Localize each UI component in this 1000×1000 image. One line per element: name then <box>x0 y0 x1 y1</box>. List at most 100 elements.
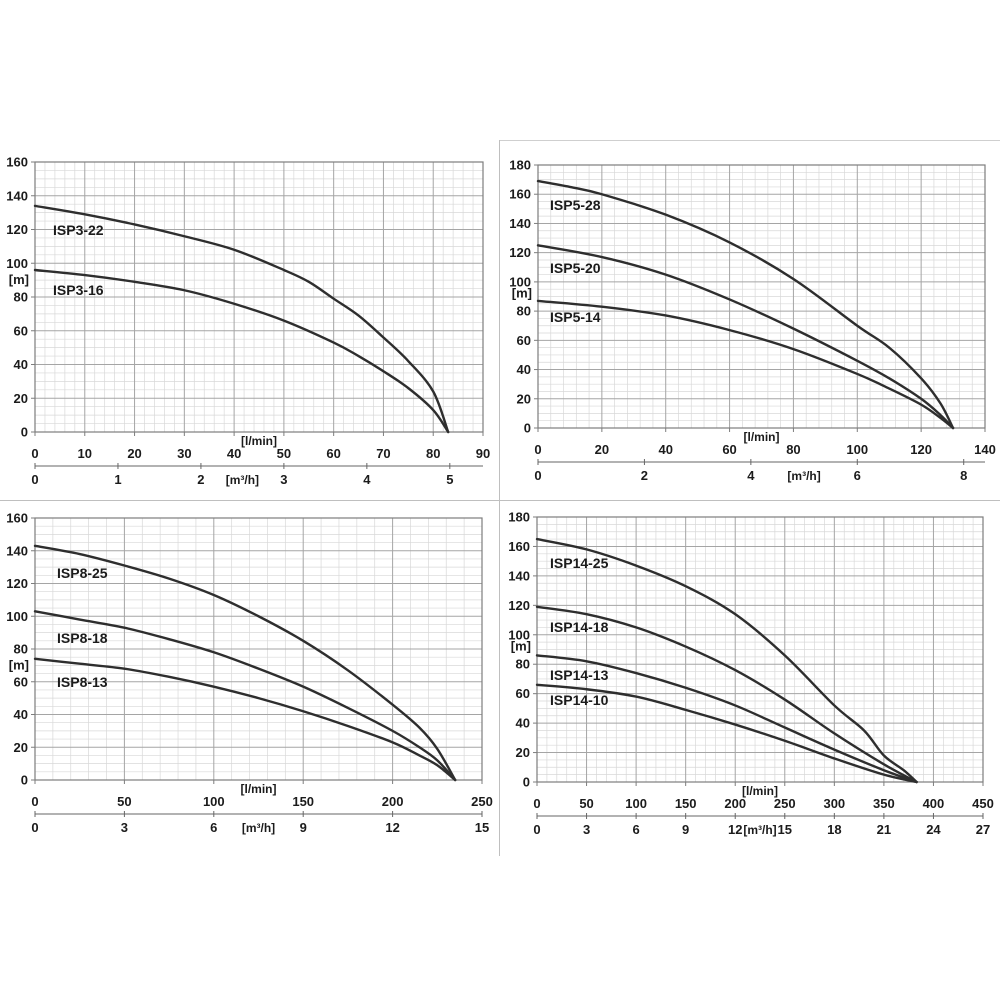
y-tick-label: 0 <box>524 421 531 436</box>
x-axis-lmin: 0 10 20 30 40 50 60 70 80 90 [l/min] <box>31 432 490 461</box>
x-axis-lmin-unit: [l/min] <box>241 782 277 796</box>
curve-label-ISP8-18: ISP8-18 <box>57 630 108 646</box>
curve-ISP8-13 <box>33 657 457 782</box>
curve-label-ISP14-13: ISP14-13 <box>550 667 609 683</box>
x-tick-label: 0 <box>534 442 541 457</box>
curve-ISP3-16 <box>33 268 450 434</box>
x-axis-m3h-unit: [m³/h] <box>743 823 776 837</box>
curve-label-ISP5-14: ISP5-14 <box>550 309 601 325</box>
y-axis-unit: [m] <box>511 639 531 654</box>
y-axis-unit: [m] <box>9 657 29 672</box>
chart-isp5: 0 20 40 60 80 100 120 140 160 180 [m] 0 20 40 60 80 100 1… <box>500 140 1000 500</box>
x-tick-label: 60 <box>326 446 340 461</box>
x-tick-label: 100 <box>203 794 225 809</box>
m3h-tick-label: 3 <box>583 822 590 837</box>
y-tick-label: 160 <box>509 187 531 202</box>
x-axis-lmin-unit: [l/min] <box>744 430 780 444</box>
curve-ISP14-10 <box>535 683 918 784</box>
m3h-tick-label: 2 <box>641 468 648 483</box>
m3h-tick-label: 8 <box>960 468 967 483</box>
x-axis-lmin-unit: [l/min] <box>742 784 778 798</box>
m3h-tick-label: 0 <box>31 820 38 835</box>
x-tick-label: 250 <box>774 796 796 811</box>
x-axis-lmin: 0 50 100 150 200 250 300 350 400 450 [l/min] <box>533 782 994 811</box>
x-tick-label: 140 <box>974 442 996 457</box>
m3h-tick-label: 18 <box>827 822 841 837</box>
x-tick-label: 0 <box>31 446 38 461</box>
curve-ISP5-20 <box>536 244 955 430</box>
curve-ISP3-22 <box>33 204 450 434</box>
y-tick-label: 120 <box>6 576 28 591</box>
vertical-divider <box>499 140 500 856</box>
y-tick-label: 180 <box>508 510 530 525</box>
m3h-tick-label: 24 <box>926 822 941 837</box>
y-tick-label: 120 <box>509 245 531 260</box>
y-tick-label: 100 <box>6 609 28 624</box>
x-tick-label: 90 <box>476 446 490 461</box>
x-tick-label: 50 <box>117 794 131 809</box>
y-tick-label: 80 <box>14 290 28 305</box>
x-tick-label: 450 <box>972 796 994 811</box>
y-tick-label: 120 <box>6 222 28 237</box>
y-tick-label: 100 <box>508 627 530 642</box>
m3h-tick-label: 0 <box>31 472 38 487</box>
m3h-tick-label: 0 <box>534 468 541 483</box>
curve-ISP14-25 <box>535 537 918 784</box>
x-tick-label: 150 <box>292 794 314 809</box>
m3h-tick-label: 15 <box>475 820 489 835</box>
y-tick-label: 140 <box>6 543 28 558</box>
m3h-tick-label: 3 <box>121 820 128 835</box>
y-tick-label: 80 <box>14 642 28 657</box>
y-tick-label: 40 <box>517 362 531 377</box>
x-tick-label: 10 <box>78 446 92 461</box>
plot-border <box>537 164 986 429</box>
x-tick-label: 100 <box>625 796 647 811</box>
curve-ISP14-13 <box>535 654 918 784</box>
y-tick-label: 40 <box>14 357 28 372</box>
plot-border <box>536 516 984 783</box>
x-tick-label: 0 <box>31 794 38 809</box>
y-tick-label: 140 <box>509 216 531 231</box>
curve-label-ISP3-16: ISP3-16 <box>53 282 104 298</box>
x-tick-label: 50 <box>579 796 593 811</box>
x-tick-label: 60 <box>722 442 736 457</box>
curve-label-ISP14-18: ISP14-18 <box>550 619 609 635</box>
curve-ISP5-14 <box>536 299 955 430</box>
x-tick-label: 200 <box>382 794 404 809</box>
x-axis-lmin-unit: [l/min] <box>241 434 277 448</box>
y-tick-label: 0 <box>523 775 530 790</box>
y-axis-unit: [m] <box>512 286 532 301</box>
x-tick-label: 40 <box>227 446 241 461</box>
curve-label-ISP8-13: ISP8-13 <box>57 674 108 690</box>
y-tick-label: 20 <box>517 391 531 406</box>
m3h-tick-label: 4 <box>363 472 371 487</box>
m3h-tick-label: 0 <box>533 822 540 837</box>
curve-label-ISP14-25: ISP14-25 <box>550 555 609 571</box>
curve-label-ISP8-25: ISP8-25 <box>57 565 108 581</box>
y-tick-label: 100 <box>509 274 531 289</box>
x-tick-label: 0 <box>533 796 540 811</box>
y-tick-label: 40 <box>516 716 530 731</box>
curve-ISP5-28 <box>536 179 955 430</box>
y-tick-label: 140 <box>508 568 530 583</box>
y-tick-label: 0 <box>21 773 28 788</box>
m3h-tick-label: 12 <box>728 822 742 837</box>
y-tick-label: 20 <box>14 740 28 755</box>
y-tick-label: 100 <box>6 256 28 271</box>
x-tick-label: 80 <box>786 442 800 457</box>
y-tick-label: 140 <box>6 188 28 203</box>
x-axis-m3h-unit: [m³/h] <box>242 821 275 835</box>
x-tick-label: 250 <box>471 794 493 809</box>
x-tick-label: 40 <box>658 442 672 457</box>
x-tick-label: 120 <box>910 442 932 457</box>
curve-label-ISP5-20: ISP5-20 <box>550 260 601 276</box>
curve-label-ISP3-22: ISP3-22 <box>53 222 104 238</box>
x-axis-m3h: 0 3 6 9 12 15 [m³/h] <box>31 811 489 835</box>
curve-ISP14-18 <box>535 605 918 784</box>
x-tick-label: 300 <box>823 796 845 811</box>
y-axis: 0 20 40 60 80 100 120 140 160 180 [m] <box>509 158 538 436</box>
y-tick-label: 120 <box>508 598 530 613</box>
curve-ISP8-25 <box>33 544 457 782</box>
